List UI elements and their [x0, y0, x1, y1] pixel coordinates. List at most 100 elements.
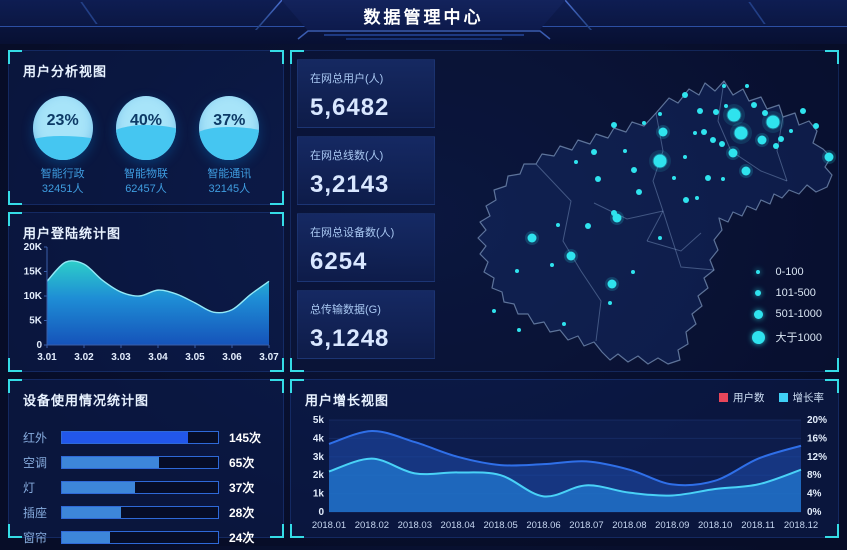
bar-fill	[62, 457, 159, 468]
map-data-point	[710, 137, 716, 143]
map-data-point	[672, 176, 676, 180]
header-title-container: 数据管理中心	[282, 0, 566, 30]
device-bar-row: 灯 37次	[23, 475, 269, 500]
stat-label: 在网总线数(人)	[310, 150, 384, 162]
svg-text:3.03: 3.03	[111, 352, 131, 363]
svg-text:20%: 20%	[807, 415, 827, 426]
bar-label: 空调	[23, 456, 48, 470]
map-data-point	[595, 176, 601, 182]
device-bar-row: 空调 65次	[23, 450, 269, 475]
map-data-point	[515, 269, 519, 273]
legend-item: 大于1000	[751, 329, 823, 345]
bar-track	[61, 531, 219, 544]
panel-login-stats: 用户登陆统计图 0 5K 10K 15K 20K 3.01 3.02 3.03 3.04 3.05…	[8, 212, 284, 372]
map-data-point	[682, 92, 688, 98]
map-data-point	[713, 109, 719, 115]
map-data-point	[705, 175, 711, 181]
svg-text:2018.09: 2018.09	[655, 520, 689, 531]
bar-value: 37次	[229, 481, 255, 495]
legend-label: 0-100	[775, 266, 804, 278]
svg-text:2k: 2k	[313, 470, 325, 481]
stat-label: 总传输数据(G)	[310, 304, 381, 316]
bar-label: 红外	[23, 431, 48, 445]
svg-text:3.05: 3.05	[185, 352, 205, 363]
svg-text:8%: 8%	[807, 470, 822, 481]
map-data-point	[766, 115, 780, 129]
svg-text:5k: 5k	[313, 415, 325, 426]
map-data-point	[741, 166, 751, 176]
legend-item: 用户数	[719, 390, 765, 405]
bar-value: 28次	[229, 506, 255, 520]
svg-text:3k: 3k	[313, 452, 325, 463]
map-data-point	[813, 123, 819, 129]
map-data-point	[773, 143, 779, 149]
liquid-gauge: 37% 智能通讯 32145人	[194, 96, 264, 197]
bar-track	[61, 506, 219, 519]
bar-fill	[62, 532, 111, 543]
legend-label: 用户数	[733, 392, 765, 404]
bar-fill	[62, 507, 122, 518]
map-data-point	[631, 270, 635, 274]
panel-title: 用户登陆统计图	[23, 226, 122, 241]
panel-map-overview: 在网总用户(人) 5,6482 在网总线数(人) 3,2143 在网总设备数(人…	[290, 50, 839, 372]
svg-text:1k: 1k	[313, 489, 325, 500]
bar-value: 24次	[229, 531, 255, 545]
map-scatter-points	[492, 84, 836, 332]
legend-dot-small-icon	[756, 270, 760, 274]
map-data-point	[562, 322, 566, 326]
map-data-point	[778, 136, 784, 142]
device-bar-list: 红外 145次 空调 65次灯 37次 插座 28次 窗帘 24次	[9, 409, 283, 550]
legend-dot-medium-icon	[755, 290, 761, 296]
header-bar: 数据管理中心	[0, 0, 847, 44]
map-data-point	[611, 122, 617, 128]
bar-track	[61, 481, 219, 494]
legend-swatch-users-icon	[719, 393, 728, 402]
map-data-point	[734, 126, 748, 140]
stat-value: 6254	[310, 248, 368, 275]
stat-card-online-lines: 在网总线数(人) 3,2143	[297, 136, 435, 205]
liquid-gauge: 40% 智能物联 62457人	[111, 96, 181, 197]
map-data-point	[728, 148, 738, 158]
bar-track	[61, 431, 219, 444]
liquid-gauge: 23% 智能行政 32451人	[28, 96, 98, 197]
map-data-point	[724, 104, 728, 108]
map-data-point	[607, 279, 617, 289]
gauge-count: 32451人	[41, 183, 84, 195]
svg-text:2018.05: 2018.05	[483, 520, 517, 531]
map-data-point	[683, 197, 689, 203]
map-data-point	[658, 112, 662, 116]
svg-text:4k: 4k	[313, 433, 325, 444]
corner-bracket	[290, 358, 304, 372]
gauge-row: 23% 智能行政 32451人 40% 智能物联 62457人 37% 智能通讯 32145人	[9, 80, 283, 197]
gauge-bubble: 40%	[115, 96, 176, 160]
stat-card-online-users: 在网总用户(人) 5,6482	[297, 59, 435, 128]
map-data-point	[658, 236, 662, 240]
login-area-chart: 0 5K 10K 15K 20K 3.01 3.02 3.03 3.04 3.05 3.06 3.07	[24, 242, 279, 363]
gauge-bubble: 37%	[199, 96, 260, 160]
bar-track	[61, 456, 219, 469]
gauge-count: 62457人	[125, 183, 167, 195]
svg-text:0: 0	[36, 340, 42, 351]
legend-label: 大于1000	[775, 332, 822, 344]
map-data-point	[636, 189, 642, 195]
svg-text:2018.01: 2018.01	[312, 520, 346, 531]
svg-text:10K: 10K	[24, 291, 43, 302]
header-underline-decoration	[297, 30, 550, 40]
bar-value: 145次	[229, 431, 262, 445]
map-data-point	[824, 152, 834, 162]
svg-text:2018.07: 2018.07	[569, 520, 603, 531]
bar-label: 灯	[23, 481, 36, 495]
map-data-point	[527, 233, 537, 243]
legend-dot-xlarge-icon	[751, 330, 765, 344]
stat-label: 在网总用户(人)	[310, 73, 384, 85]
page-title: 数据管理中心	[363, 7, 484, 27]
map-data-point	[719, 141, 725, 147]
svg-text:0%: 0%	[807, 507, 822, 518]
stat-label: 在网总设备数(人)	[310, 227, 395, 239]
map-data-point	[574, 160, 578, 164]
gauge-percent: 37%	[213, 112, 246, 129]
legend-dot-large-icon	[753, 309, 763, 319]
stat-card-online-devices: 在网总设备数(人) 6254	[297, 213, 435, 282]
bar-label: 窗帘	[23, 531, 48, 545]
map-data-point	[608, 301, 612, 305]
